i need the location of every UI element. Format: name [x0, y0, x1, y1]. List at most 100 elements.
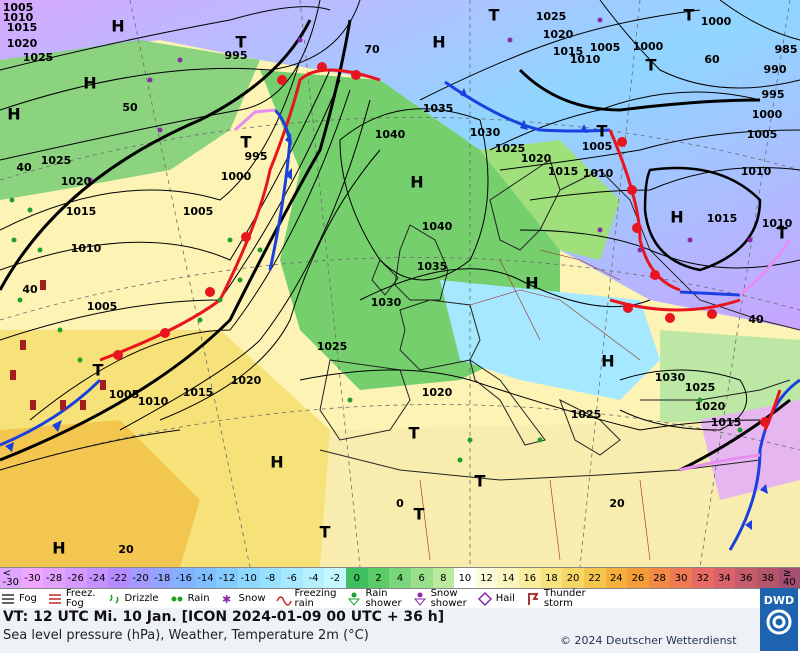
scale-cell: -28 — [43, 568, 65, 588]
pressure-label: 1015 — [66, 205, 97, 218]
scale-cell: 22 — [583, 568, 606, 588]
pressure-label: 1025 — [23, 51, 54, 64]
pressure-label: 1015 — [7, 21, 38, 34]
pressure-label: 995 — [762, 88, 785, 101]
front-southeast — [679, 378, 800, 551]
pressure-label: 1025 — [41, 154, 72, 167]
cold-front-north — [444, 80, 611, 133]
pressure-label: 985 — [775, 43, 798, 56]
scale-cell: 28 — [648, 568, 671, 588]
bold-isobar-southeast — [679, 398, 791, 472]
scale-cell: -12 — [216, 568, 238, 588]
pressure-label: 1025 — [536, 10, 567, 23]
pressure-label: 1005 — [582, 140, 613, 153]
scale-cell: 38 — [756, 568, 779, 588]
pressure-label: 1015 — [548, 165, 579, 178]
thunderstorm-icon — [525, 592, 541, 606]
occlusion-atlantic — [233, 108, 276, 132]
graticule — [0, 0, 800, 567]
pressure-label: 1010 — [583, 167, 614, 180]
country-borders — [419, 249, 651, 561]
pressure-center: T — [597, 122, 608, 141]
pressure-label: 1010 — [138, 395, 169, 408]
scale-cell: 16 — [519, 568, 541, 588]
pressure-label: 1035 — [417, 260, 448, 273]
scale-cell: -6 — [281, 568, 303, 588]
pressure-center: T — [241, 133, 252, 152]
scale-cell: 4 — [389, 568, 411, 588]
scale-cell: -22 — [108, 568, 130, 588]
pressure-label: 1000 — [701, 15, 732, 28]
pressure-center: H — [670, 208, 683, 227]
pressure-label: 1010 — [741, 165, 772, 178]
legend-freezing-rain: Freezing rain — [275, 589, 336, 609]
pressure-center: T — [475, 472, 486, 491]
pressure-label: 1040 — [375, 128, 406, 141]
scale-cell: 24 — [605, 568, 628, 588]
scale-cell: 14 — [497, 568, 519, 588]
pressure-label: 1015 — [711, 416, 742, 429]
scale-cell: -10 — [237, 568, 260, 588]
africa-field — [320, 420, 800, 567]
pressure-center: H — [525, 274, 538, 293]
bold-isobar-north — [518, 68, 761, 112]
pressure-center: T — [777, 224, 788, 243]
legend-snow-shower: Snow shower — [412, 589, 467, 609]
pressure-label: 1015 — [707, 212, 738, 225]
pressure-center: T — [93, 361, 104, 380]
legend-rain: Rain — [169, 592, 210, 606]
scale-cell: 18 — [540, 568, 563, 588]
copyright-text: © 2024 Deutscher Wetterdienst — [560, 634, 737, 647]
scale-cell: 12 — [475, 568, 498, 588]
pressure-label: 1025 — [495, 142, 526, 155]
pressure-label: 1030 — [371, 296, 402, 309]
legend-freezing-fog: Freez. Fog — [47, 589, 96, 609]
cold-front-atlantic — [0, 108, 292, 452]
pressure-label: 1005 — [590, 41, 621, 54]
thunderstorm-symbols — [10, 280, 106, 410]
temperature-labels: 50 40 40 60 70 40 20 20 0 — [16, 43, 764, 556]
pressure-label: 1030 — [470, 126, 501, 139]
pressure-center: T — [414, 505, 425, 524]
legend-rain-shower: Rain shower — [346, 589, 402, 609]
scale-cell: -14 — [194, 568, 217, 588]
pressure-center: H — [52, 539, 65, 558]
pressure-center: H — [432, 33, 445, 52]
legend-drizzle: Drizzle — [106, 592, 159, 606]
pressure-label: 1005 — [747, 128, 778, 141]
rain-symbols — [9, 197, 743, 463]
temperature-label: 0 — [396, 497, 404, 510]
green-field-west — [0, 40, 260, 200]
scale-cell: 20 — [562, 568, 584, 588]
pressure-label: 1005 — [3, 1, 34, 14]
pressure-label: 1020 — [231, 374, 262, 387]
scale-cell: -2 — [324, 568, 346, 588]
scale-cell: -30 — [21, 568, 44, 588]
pressure-label: 1020 — [543, 28, 574, 41]
pressure-label: 1000 — [221, 170, 252, 183]
fog-icon — [0, 592, 16, 606]
scale-cell: 10 — [454, 568, 476, 588]
pressure-centers: H H H T H T T T T T H H T H H T H T T T T H — [7, 6, 787, 558]
scale-cell: < -30 — [0, 568, 22, 588]
pressure-label: 1015 — [183, 386, 214, 399]
weather-legend: Fog Freez. Fog Drizzle Rain ✱ Snow Freez… — [0, 588, 760, 610]
pressure-label: 1020 — [61, 175, 92, 188]
hail-icon — [477, 591, 493, 607]
temperature-label: 70 — [364, 43, 380, 56]
temperature-label: 50 — [122, 101, 138, 114]
pressure-center: T — [489, 6, 500, 25]
pressure-label: 1005 — [109, 388, 140, 401]
pressure-center: H — [601, 352, 614, 371]
scale-cell: 26 — [627, 568, 649, 588]
footer-bar — [0, 608, 760, 653]
hot-field-southwest — [0, 420, 200, 567]
temperature-label: 20 — [118, 543, 134, 556]
temperature-label: 60 — [704, 53, 720, 66]
pressure-label: 1000 — [633, 40, 664, 53]
scale-cell: -24 — [86, 568, 109, 588]
rain-shower-icon — [346, 592, 362, 606]
scale-cell: 6 — [410, 568, 433, 588]
